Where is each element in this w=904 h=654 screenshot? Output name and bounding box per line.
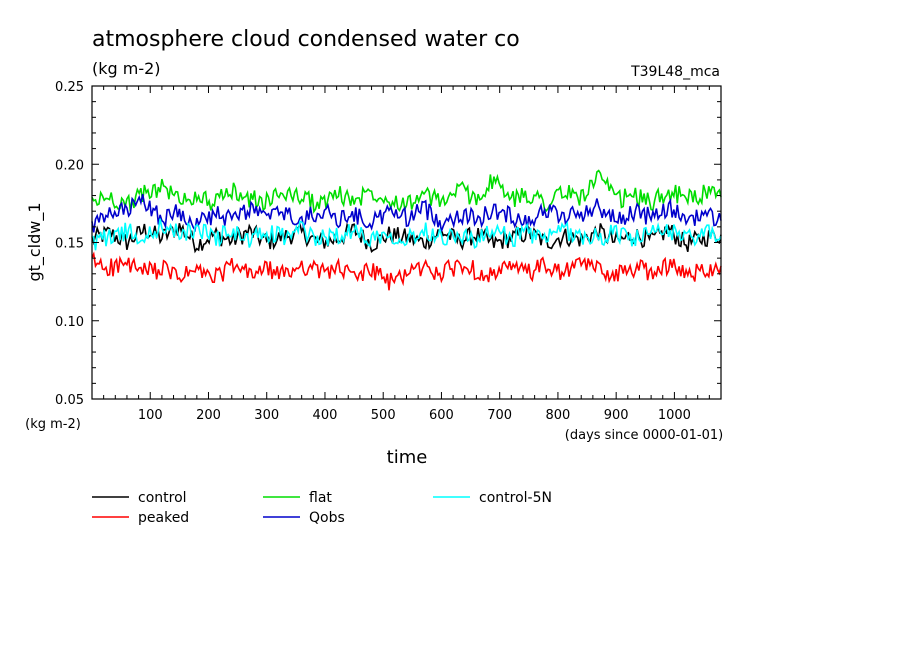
chart-subtitle: (kg m-2) xyxy=(92,59,161,78)
y-units-label: (kg m-2) xyxy=(25,417,81,432)
legend-label: Qobs xyxy=(309,510,345,526)
x-units-label: (days since 0000-01-01) xyxy=(565,428,723,443)
y-tick-label: 0.05 xyxy=(55,393,84,408)
y-tick-label: 0.15 xyxy=(55,237,84,252)
x-axis: 100 200 300 400 500 600 700 800 900 1000 xyxy=(103,86,710,423)
plot-area xyxy=(91,169,722,291)
run-label: T39L48_mca xyxy=(630,64,720,80)
legend-item-flat: flat xyxy=(263,490,332,506)
y-axis: 0.05 0.10 0.15 0.20 0.25 xyxy=(55,80,721,408)
y-tick-label: 0.25 xyxy=(55,80,84,95)
y-tick-label: 0.20 xyxy=(55,158,84,173)
series-line-Qobs xyxy=(91,193,722,233)
x-tick-label: 900 xyxy=(604,408,629,423)
x-tick-label: 600 xyxy=(429,408,454,423)
x-axis-label: time xyxy=(387,447,428,468)
y-axis-label: gt_cldw_1 xyxy=(25,202,45,281)
x-tick-label: 500 xyxy=(371,408,396,423)
legend-label: flat xyxy=(309,490,332,506)
x-tick-label: 700 xyxy=(487,408,512,423)
x-tick-label: 1000 xyxy=(658,408,691,423)
series-line-flat xyxy=(91,169,722,214)
legend-item-peaked: peaked xyxy=(92,510,189,526)
legend-item-control: control xyxy=(92,490,187,506)
legend-label: peaked xyxy=(138,510,189,526)
x-tick-label: 300 xyxy=(254,408,279,423)
x-tick-label: 800 xyxy=(546,408,571,423)
legend: control peaked flat Qobs control-5N xyxy=(92,490,552,526)
y-tick-label: 0.10 xyxy=(55,315,84,330)
legend-label: control xyxy=(138,490,187,506)
series-line-control-5N xyxy=(91,218,722,251)
legend-label: control-5N xyxy=(479,490,552,506)
x-tick-label: 400 xyxy=(313,408,338,423)
chart-title: atmosphere cloud condensed water co xyxy=(92,27,520,52)
series-line-peaked xyxy=(91,251,722,291)
x-tick-label: 200 xyxy=(196,408,221,423)
legend-item-control-5N: control-5N xyxy=(433,490,552,506)
x-tick-label: 100 xyxy=(138,408,163,423)
legend-item-Qobs: Qobs xyxy=(263,510,345,526)
